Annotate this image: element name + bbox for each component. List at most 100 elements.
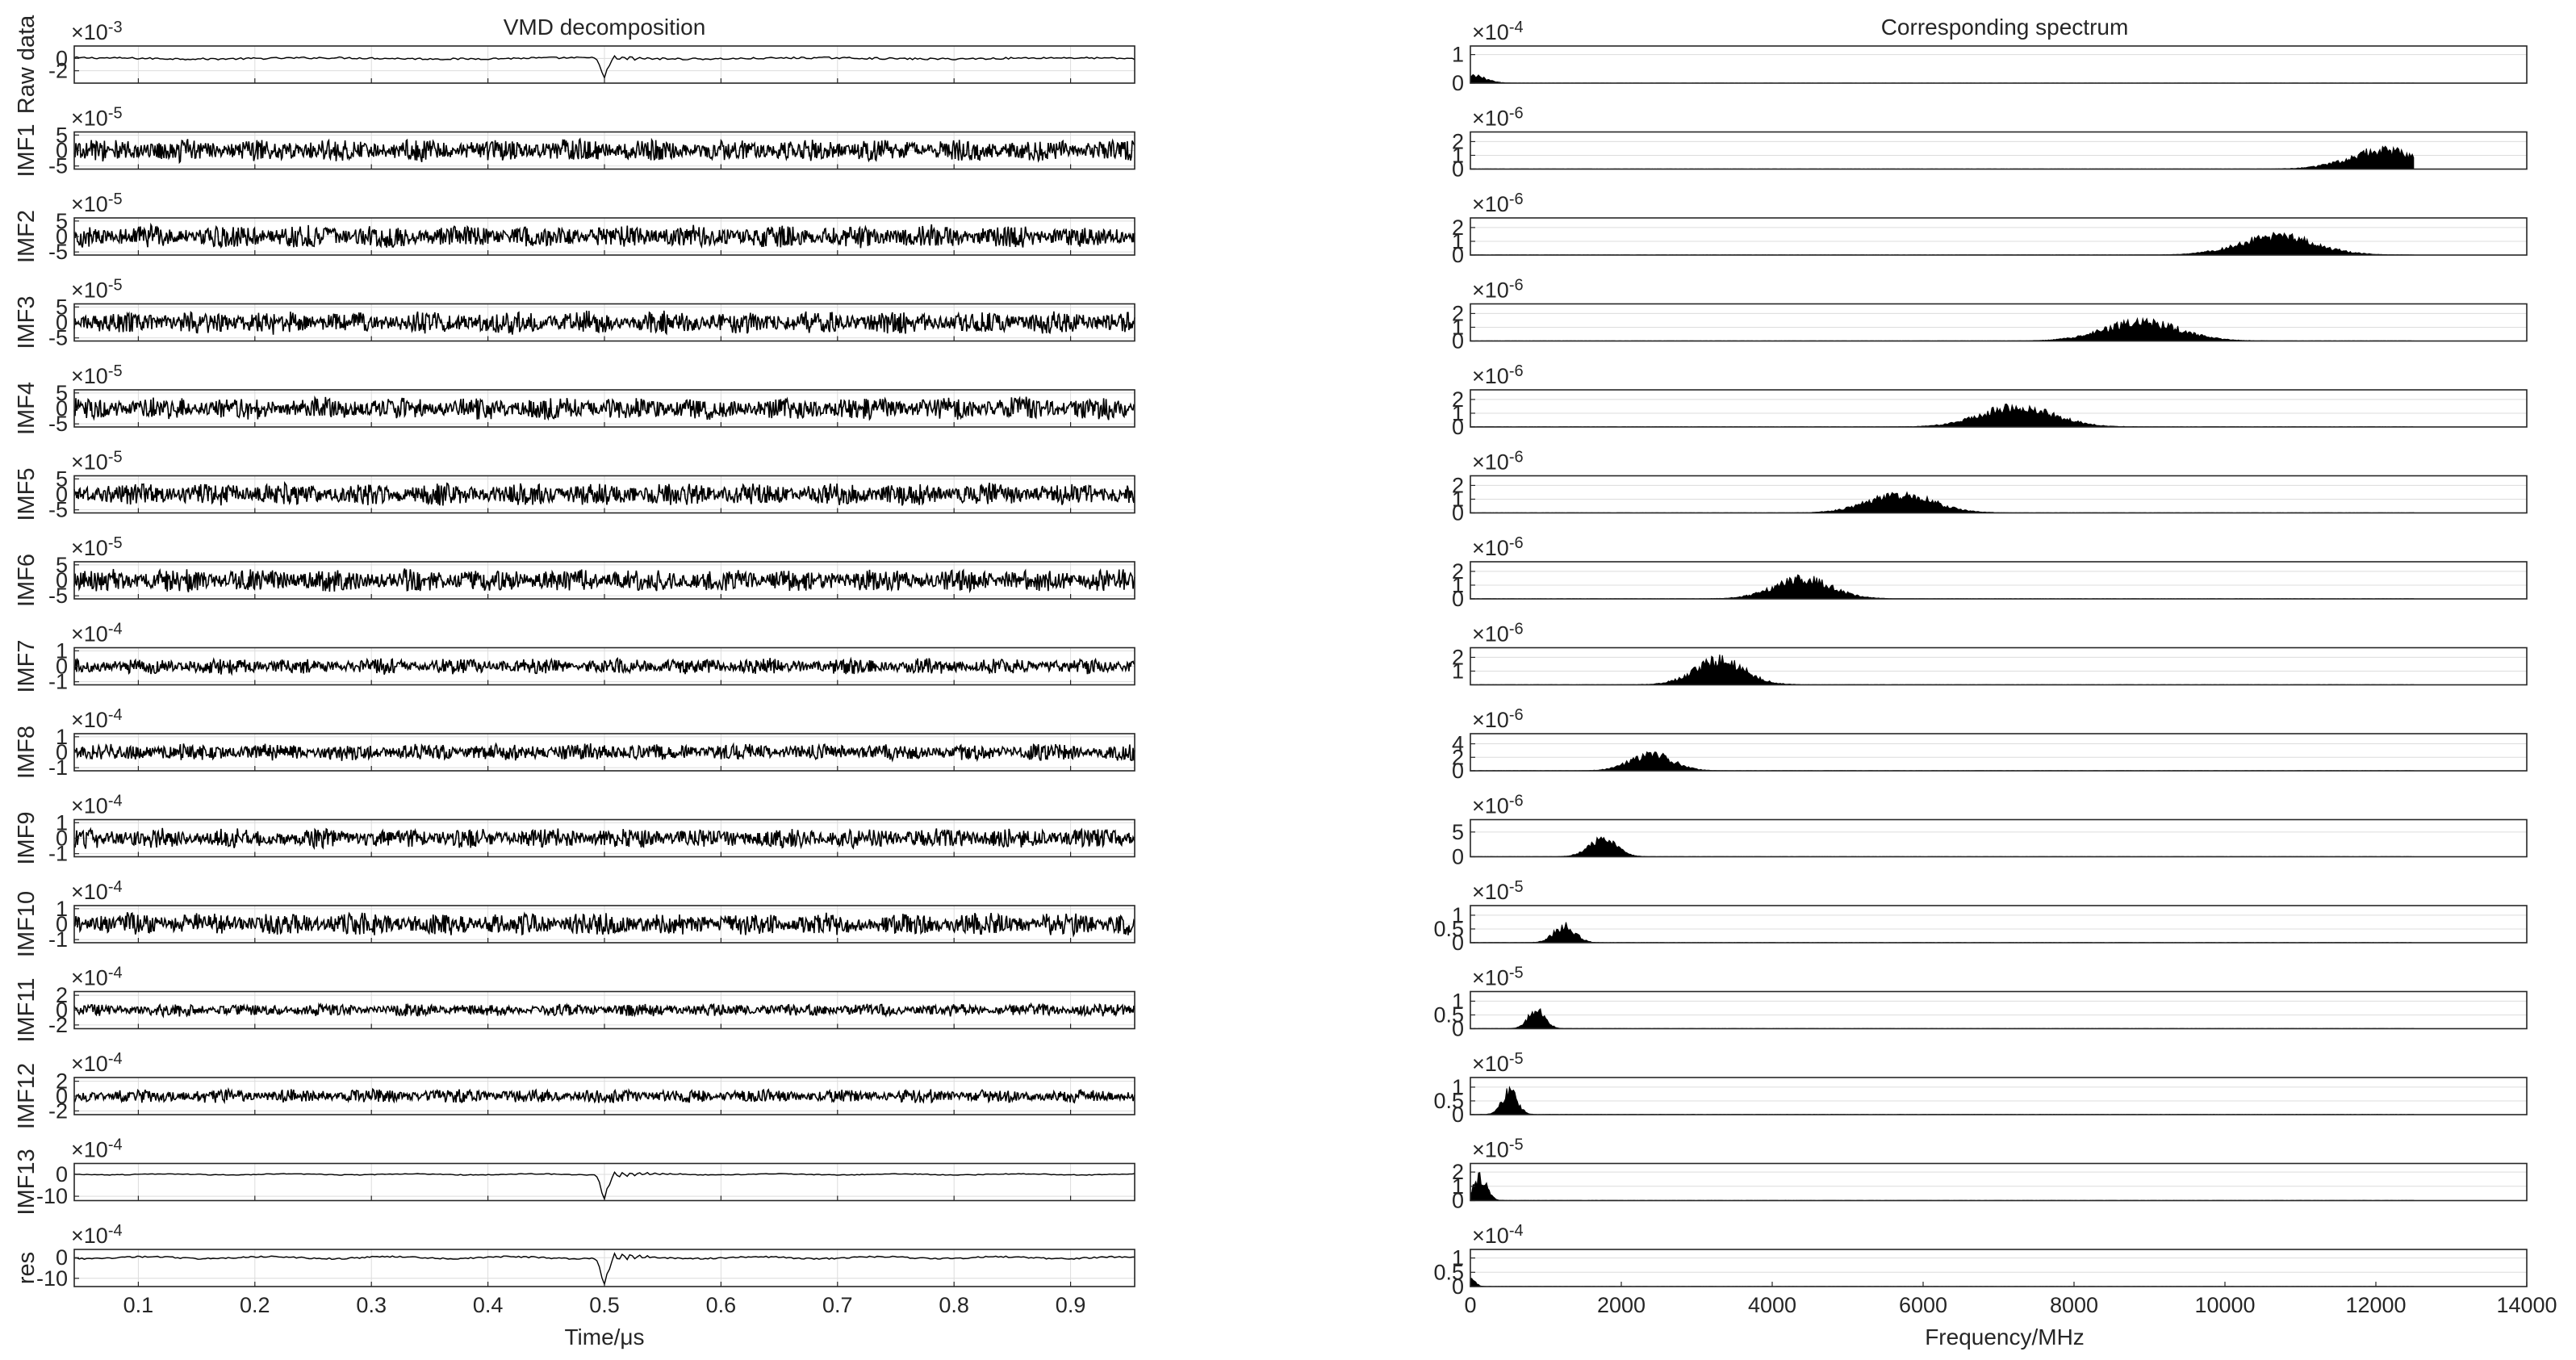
- y-tick-label: 0: [1452, 329, 1464, 354]
- y-tick-label: 1: [1452, 229, 1464, 253]
- panel-label: res: [14, 1252, 40, 1284]
- y-tick-label: 2: [1452, 387, 1464, 412]
- spectrum-panel-4: 210 ×10-6: [1452, 277, 2528, 354]
- y-tick-label: -1: [48, 927, 68, 952]
- spectrum-panel-12: 10.50 ×10-5: [1433, 965, 2528, 1041]
- spectrum-panel-1: 1 0 ×10-4: [1452, 19, 2528, 95]
- time-panel-11: 10-1×10-4 IMF10: [14, 878, 1135, 957]
- y-exponent-label: ×10-6: [1472, 105, 1524, 131]
- axes-frame: [1470, 1162, 2528, 1202]
- y-tick-label: 0: [56, 483, 68, 507]
- y-tick-label: 1: [56, 897, 68, 921]
- time-panel-6: 50-5×10-5 IMF5: [14, 449, 1135, 522]
- y-tick-label: 0: [1452, 157, 1464, 182]
- x-tick-label: 0: [1464, 1293, 1476, 1317]
- y-tick-label: 4: [1452, 732, 1464, 756]
- y-tick-label: 0: [56, 224, 68, 249]
- y-tick-label: -2: [48, 59, 68, 83]
- panel-label: IMF7: [14, 639, 40, 693]
- x-tick-label: 0.9: [1056, 1293, 1086, 1317]
- y-tick-label: 1: [56, 725, 68, 749]
- time-panel-10: 10-1×10-4 IMF9: [14, 793, 1135, 866]
- y-exponent-label: ×10-5: [1472, 965, 1524, 990]
- y-tick-label: 1: [1452, 487, 1464, 511]
- y-tick-label: 1: [1452, 43, 1464, 67]
- y-exponent-label: ×10-4: [1472, 1222, 1524, 1248]
- y-tick-label: 0: [56, 655, 68, 679]
- y-tick-label: 2: [56, 983, 68, 1007]
- y-tick-label: 0.5: [1433, 1002, 1464, 1027]
- y-tick-label: 2: [1452, 216, 1464, 240]
- y-tick-label: -1: [48, 670, 68, 694]
- signal-trace: [73, 222, 1135, 249]
- axes-frame: [1470, 561, 2528, 600]
- y-exponent-label: ×10-3: [71, 19, 123, 44]
- y-tick-label: 5: [56, 295, 68, 319]
- y-tick-label: 0: [56, 1245, 68, 1270]
- y-exponent-label: ×10-5: [71, 105, 123, 131]
- x-tick-label: 10000: [2194, 1293, 2255, 1317]
- spectrum-panel-15: 10.50 ×10-4: [1433, 1222, 2528, 1299]
- y-tick-label: -5: [48, 412, 68, 436]
- x-tick-label: 0.8: [939, 1293, 969, 1317]
- panel-label: IMF4: [14, 382, 40, 435]
- panel-label: IMF1: [14, 123, 40, 177]
- y-tick-label: 1: [1452, 659, 1464, 683]
- time-panel-13: 20-2×10-4 IMF12: [14, 1050, 1135, 1129]
- spectrum-panel-9: 420 ×10-6: [1452, 706, 2528, 783]
- y-tick-label: -5: [48, 326, 68, 350]
- time-panel-3: 50-5×10-5 IMF2: [14, 190, 1135, 264]
- y-tick-label: -5: [48, 154, 68, 178]
- y-exponent-label: ×10-4: [71, 793, 123, 818]
- y-tick-label: 5: [1452, 820, 1464, 844]
- y-exponent-label: ×10-6: [1472, 706, 1524, 732]
- y-tick-label: 0: [56, 46, 68, 70]
- y-tick-label: 2: [1452, 559, 1464, 584]
- y-exponent-label: ×10-4: [71, 965, 123, 990]
- time-panel-9: 10-1×10-4 IMF8: [14, 706, 1135, 780]
- x-tick-label: 0.3: [356, 1293, 387, 1317]
- panel-label: IMF3: [14, 295, 40, 349]
- spectrum-panel-6: 210 ×10-6: [1452, 449, 2528, 525]
- y-tick-label: 2: [1452, 645, 1464, 669]
- y-tick-label: 0: [1452, 1189, 1464, 1213]
- y-tick-label: 0: [1452, 1274, 1464, 1299]
- x-tick-label: 0.1: [123, 1293, 154, 1317]
- y-tick-label: 0.5: [1433, 917, 1464, 941]
- y-tick-label: 0: [1452, 1103, 1464, 1127]
- x-tick-label: 0.4: [473, 1293, 504, 1317]
- y-tick-label: 0: [1452, 845, 1464, 869]
- time-panel-1: 0-2×10-3 Raw data: [14, 15, 1135, 114]
- y-exponent-label: ×10-5: [71, 362, 123, 388]
- y-tick-label: 5: [56, 553, 68, 577]
- y-tick-label: 2: [1452, 129, 1464, 153]
- y-tick-label: 1: [1452, 989, 1464, 1013]
- y-tick-label: -2: [48, 1013, 68, 1037]
- y-tick-label: 0: [56, 396, 68, 421]
- y-tick-label: -10: [36, 1184, 68, 1208]
- time-panel-7: 50-5×10-5 IMF6: [14, 534, 1135, 608]
- y-exponent-label: ×10-4: [71, 1136, 123, 1162]
- y-tick-label: 2: [1452, 745, 1464, 769]
- y-tick-label: 0: [56, 826, 68, 851]
- panel-label: IMF11: [14, 977, 40, 1042]
- axes-frame: [1470, 217, 2528, 256]
- x-tick-label: 2000: [1597, 1293, 1646, 1317]
- axes-frame: [1470, 131, 2528, 170]
- time-panel-4: 50-5×10-5 IMF3: [14, 277, 1135, 350]
- vmd-decomposition-title: VMD decomposition: [504, 15, 706, 40]
- y-tick-label: 1: [1452, 1075, 1464, 1099]
- y-tick-label: -10: [36, 1266, 68, 1291]
- y-tick-label: 0: [1452, 71, 1464, 95]
- y-exponent-label: ×10-4: [1472, 19, 1524, 44]
- y-tick-label: 0: [56, 139, 68, 163]
- time-panel-5: 50-5×10-5 IMF4: [14, 362, 1135, 436]
- y-exponent-label: ×10-6: [1472, 793, 1524, 818]
- spectrum-panel-14: 210 ×10-5: [1452, 1136, 2528, 1213]
- panel-label: IMF8: [14, 726, 40, 779]
- y-exponent-label: ×10-6: [1472, 190, 1524, 216]
- frequency-axis-label: Frequency/MHz: [1925, 1324, 2085, 1350]
- signal-trace: [73, 395, 1135, 421]
